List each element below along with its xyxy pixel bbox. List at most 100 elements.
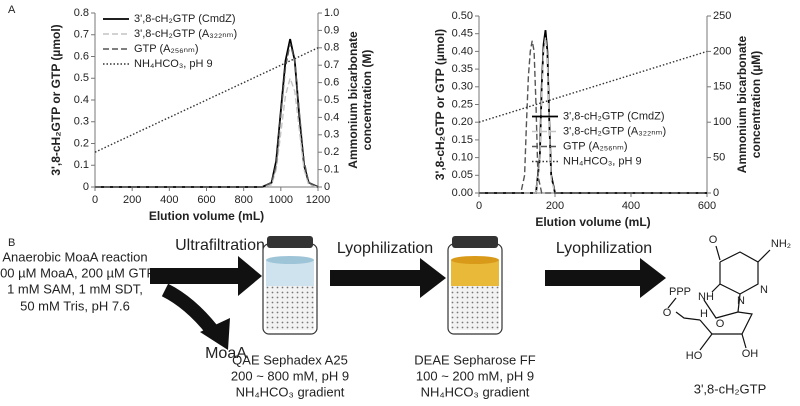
atom-label: PPP: [669, 286, 691, 298]
y-tick-label: 0.20: [452, 116, 473, 128]
arrow-head: [200, 318, 230, 350]
y2-tick-label: 50: [713, 152, 725, 164]
y-tick-label: 0.30: [452, 81, 473, 93]
x-axis-label: Elution volume (mL): [535, 215, 650, 229]
step-label: Ultrafiltration: [175, 237, 265, 254]
atom-label: O: [663, 307, 672, 319]
structure: O NH₂ N NH N PPP O H O HO OH: [663, 234, 791, 362]
atom-label: H: [700, 308, 708, 320]
y-tick-label: 0.2: [74, 137, 89, 149]
y-tick-label: 0.35: [452, 63, 473, 75]
atom-label: O: [716, 318, 725, 330]
y2-tick-label: 0: [324, 181, 330, 193]
arrow: [161, 283, 218, 335]
x-tick-label: 200: [546, 200, 564, 212]
y-tick-label: 0.4: [74, 94, 89, 106]
x-tick-label: 1000: [269, 194, 293, 206]
legend-label: 3',8-cH₂GTP (CmdZ): [134, 13, 236, 25]
column-caption: NH₄HCO₃ gradient: [236, 384, 345, 399]
series-line: [479, 30, 707, 194]
legend-label: NH₄HCO₃, pH 9: [563, 155, 642, 167]
y-tick-label: 0.6: [74, 50, 89, 62]
y-axis-label: 3',8-cH₂GTP or GTP (µmol): [49, 24, 63, 175]
reaction-line: 1 mM SAM, 1 mM SDT,: [7, 281, 143, 296]
y2-tick-label: 0.6: [324, 77, 339, 89]
x-tick-label: 0: [92, 194, 98, 206]
y2-axis-label: concentration (M): [360, 50, 374, 151]
y-tick-label: 0.05: [452, 169, 473, 181]
atom-label: O: [709, 234, 718, 246]
y-tick-label: 0.25: [452, 98, 473, 110]
series-line: [479, 40, 707, 194]
y2-axis-label: concentration (µM): [749, 51, 763, 159]
legend-label: 3',8-cH₂GTP (A₃₂₂ₙₘ): [563, 125, 666, 137]
byproduct-label: MoaA: [205, 345, 247, 362]
arrow: [150, 256, 262, 296]
y-tick-label: 0.50: [452, 10, 473, 22]
panel-label: B: [8, 237, 15, 249]
legend-label: 3',8-cH₂GTP (A₃₂₂ₙₘ): [134, 28, 237, 40]
x-tick-label: 800: [234, 194, 252, 206]
atom-label: NH: [698, 291, 714, 303]
reaction-line: 200 µM MoaA, 200 µM GTP,: [0, 265, 157, 280]
y2-tick-label: 0: [713, 187, 719, 199]
x-tick-label: 400: [622, 200, 640, 212]
step-label: Lyophilization: [556, 240, 652, 257]
arrow: [330, 258, 446, 298]
y-tick-label: 0.8: [74, 7, 89, 19]
atom-label: NH₂: [771, 238, 791, 250]
y2-tick-label: 100: [713, 116, 731, 128]
series-line: [478, 50, 708, 123]
column-caption: QAE Sephadex A25: [232, 352, 348, 367]
y2-tick-label: 0.4: [324, 111, 339, 123]
y-tick-label: 0.00: [452, 187, 473, 199]
series-line: [94, 47, 319, 153]
legend-label: NH₄HCO₃, pH 9: [134, 58, 213, 70]
atom-label: N: [737, 295, 745, 307]
x-tick-label: 600: [698, 200, 716, 212]
reaction-line: Anaerobic MoaA reaction: [2, 249, 147, 264]
y2-tick-label: 200: [713, 45, 731, 57]
x-axis-label: Elution volume (mL): [149, 209, 264, 223]
y2-axis-label: Ammonium bicarbonate: [346, 31, 360, 169]
column-caption: 200 ~ 800 mM, pH 9: [231, 368, 349, 383]
y-tick-label: 0.10: [452, 152, 473, 164]
y2-tick-label: 0.3: [324, 129, 339, 141]
legend-label: 3',8-cH₂GTP (CmdZ): [563, 110, 665, 122]
legend-label: GTP (A₂₅₆ₙₘ): [134, 43, 199, 55]
arrow: [545, 258, 666, 298]
atom-label: HO: [686, 350, 703, 362]
compound-name: 3',8-cH₂GTP: [694, 381, 767, 396]
y-tick-label: 0.15: [452, 134, 473, 146]
y-tick-label: 0.45: [452, 28, 473, 40]
column: [447, 236, 503, 335]
x-tick-label: 1200: [306, 194, 330, 206]
y-tick-label: 0.40: [452, 45, 473, 57]
y2-tick-label: 0.8: [324, 42, 339, 54]
y2-tick-label: 250: [713, 10, 731, 22]
atom-label: N: [760, 284, 768, 296]
reaction-text: Anaerobic MoaA reaction 200 µM MoaA, 200…: [0, 249, 157, 313]
legend-label: GTP (A₂₅₆ₙₘ): [563, 140, 628, 152]
series-line: [95, 43, 319, 188]
reaction-line: 50 mM Tris, pH 7.6: [20, 298, 130, 313]
y-tick-label: 0.3: [74, 116, 89, 128]
y2-tick-label: 0.7: [324, 59, 339, 71]
x-tick-label: 400: [160, 194, 178, 206]
column-caption: NH₄HCO₃ gradient: [421, 384, 530, 399]
column-caption: 100 ~ 200 mM, pH 9: [416, 368, 534, 383]
atom-label: OH: [742, 348, 759, 360]
y-tick-label: 0.1: [74, 159, 89, 171]
series-line: [95, 75, 319, 188]
step-label: Lyophilization: [337, 240, 433, 257]
y2-tick-label: 0.2: [324, 146, 339, 158]
x-tick-label: 600: [197, 194, 215, 206]
panel-label: A: [8, 4, 16, 16]
y2-tick-label: 150: [713, 81, 731, 93]
y2-tick-label: 0.9: [324, 24, 339, 36]
y-axis-label: 3',8-cH₂GTP or GTP (µmol): [433, 29, 447, 180]
x-tick-label: 0: [476, 200, 482, 212]
y2-tick-label: 0.1: [324, 164, 339, 176]
y-tick-label: 0.7: [74, 29, 89, 41]
y-tick-label: 0.5: [74, 72, 89, 84]
